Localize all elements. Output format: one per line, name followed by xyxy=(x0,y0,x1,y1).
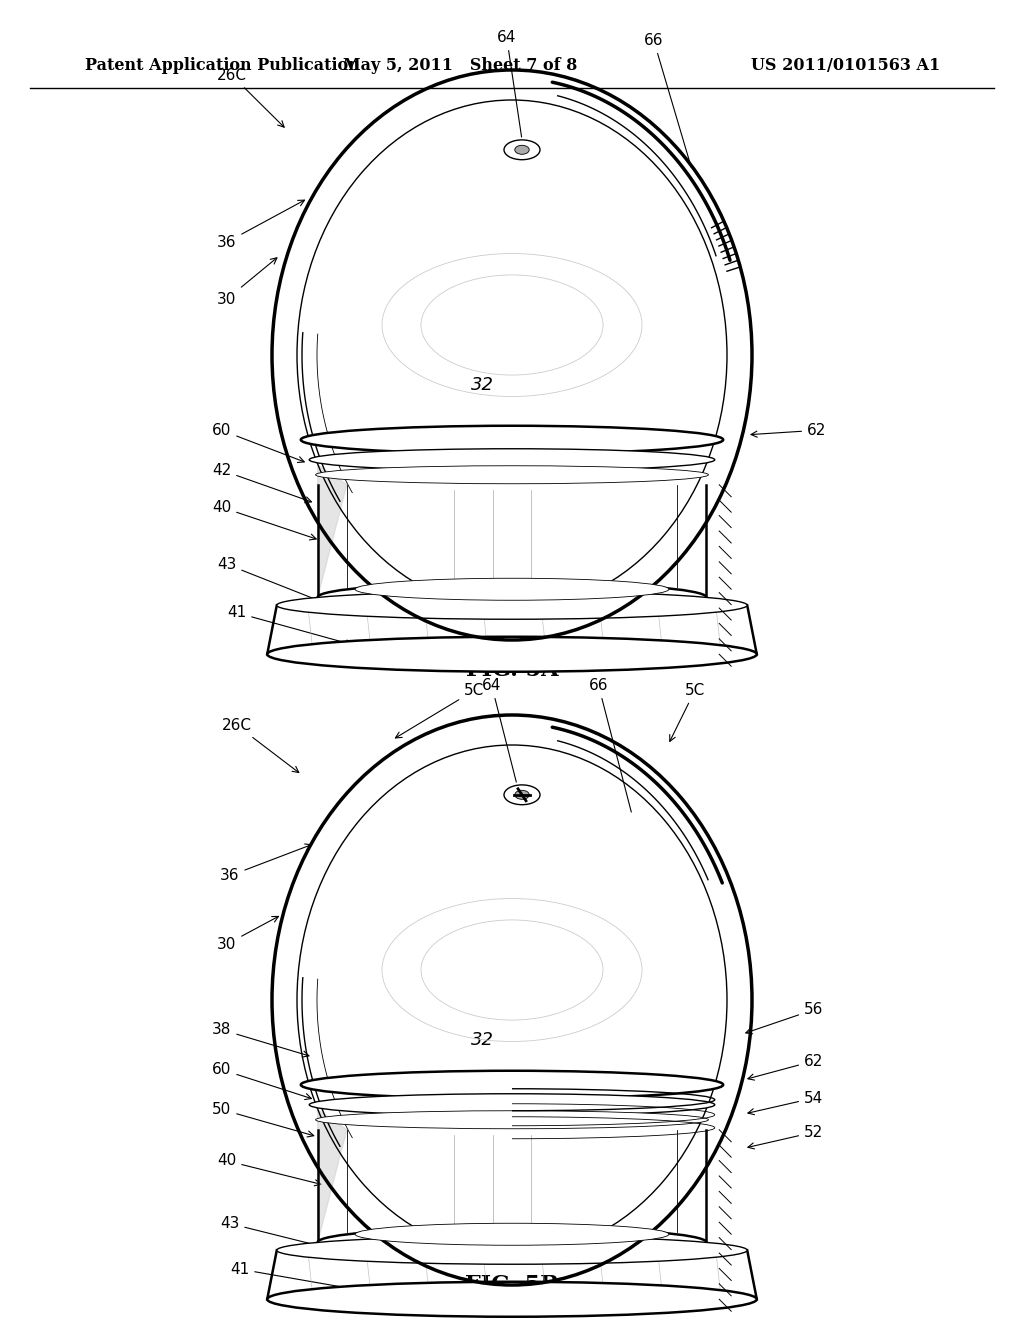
Text: 40: 40 xyxy=(217,1154,321,1185)
Text: 41: 41 xyxy=(230,1262,359,1292)
Text: 32: 32 xyxy=(470,1031,494,1049)
Text: US 2011/0101563 A1: US 2011/0101563 A1 xyxy=(751,57,940,74)
Text: 64: 64 xyxy=(497,30,521,137)
Ellipse shape xyxy=(317,1228,707,1257)
Ellipse shape xyxy=(515,791,529,800)
Polygon shape xyxy=(317,1110,347,1242)
Text: FIG. 5B: FIG. 5B xyxy=(465,1274,559,1296)
Text: 30: 30 xyxy=(217,916,279,952)
Text: 66: 66 xyxy=(589,678,632,812)
Ellipse shape xyxy=(504,785,540,805)
Text: 5C: 5C xyxy=(670,682,706,742)
Text: May 5, 2011   Sheet 7 of 8: May 5, 2011 Sheet 7 of 8 xyxy=(343,57,578,74)
Ellipse shape xyxy=(309,1094,715,1115)
Text: 30: 30 xyxy=(217,257,276,306)
Text: Patent Application Publication: Patent Application Publication xyxy=(85,57,359,74)
Text: 56: 56 xyxy=(745,1002,823,1034)
Ellipse shape xyxy=(315,1110,709,1129)
Ellipse shape xyxy=(504,140,540,160)
Text: 41: 41 xyxy=(227,605,352,645)
Text: 66: 66 xyxy=(644,33,691,168)
Ellipse shape xyxy=(515,145,529,154)
Text: 52: 52 xyxy=(748,1125,823,1148)
Ellipse shape xyxy=(301,1071,723,1098)
Ellipse shape xyxy=(315,466,709,483)
Ellipse shape xyxy=(355,578,669,601)
Ellipse shape xyxy=(276,591,748,619)
Text: 43: 43 xyxy=(217,557,329,605)
Text: 60: 60 xyxy=(212,1063,311,1100)
Text: 5C: 5C xyxy=(395,682,484,738)
Text: 64: 64 xyxy=(482,678,516,783)
Ellipse shape xyxy=(355,1224,669,1245)
Ellipse shape xyxy=(301,426,723,454)
Text: 54: 54 xyxy=(748,1090,823,1114)
Text: 36: 36 xyxy=(217,201,304,249)
Text: 40: 40 xyxy=(212,500,316,540)
Text: 60: 60 xyxy=(212,422,304,462)
Text: 26C: 26C xyxy=(222,718,299,772)
Text: FIG. 5A: FIG. 5A xyxy=(466,659,558,681)
Text: 43: 43 xyxy=(220,1216,335,1251)
Text: 36: 36 xyxy=(220,843,311,883)
Ellipse shape xyxy=(267,1282,757,1317)
Ellipse shape xyxy=(317,582,707,612)
Text: 42: 42 xyxy=(212,463,311,503)
Text: 38: 38 xyxy=(212,1022,309,1057)
Text: 32: 32 xyxy=(470,376,494,393)
Ellipse shape xyxy=(309,449,715,471)
Text: 50: 50 xyxy=(212,1102,313,1137)
Text: 62: 62 xyxy=(751,422,826,438)
Ellipse shape xyxy=(267,636,757,672)
Ellipse shape xyxy=(276,1237,748,1265)
Text: 26C: 26C xyxy=(217,69,284,127)
Polygon shape xyxy=(317,465,347,597)
Text: 62: 62 xyxy=(748,1053,823,1080)
